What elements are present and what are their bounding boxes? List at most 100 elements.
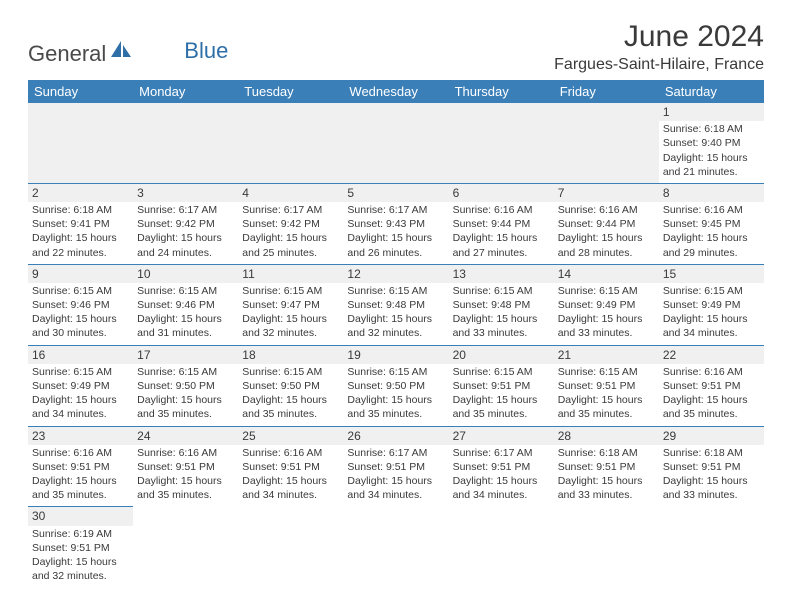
calendar-cell: 14Sunrise: 6:15 AMSunset: 9:49 PMDayligh… <box>554 264 659 345</box>
calendar-cell: 30 Sunrise: 6:19 AMSunset: 9:51 PMDayligh… <box>28 507 133 587</box>
day-number: 11 <box>238 265 343 283</box>
calendar-cell: 2Sunrise: 6:18 AMSunset: 9:41 PMDaylight… <box>28 183 133 264</box>
daylight-line-1: Daylight: 15 hours <box>453 312 550 326</box>
day-info: Sunrise: 6:17 AMSunset: 9:51 PMDaylight:… <box>347 446 444 503</box>
day-info: Sunrise: 6:19 AMSunset: 9:51 PMDaylight:… <box>32 527 129 584</box>
day-info: Sunrise: 6:17 AMSunset: 9:42 PMDaylight:… <box>242 203 339 260</box>
sunrise-line: Sunrise: 6:17 AM <box>453 446 550 460</box>
day-number: 10 <box>133 265 238 283</box>
sunset-line: Sunset: 9:50 PM <box>347 379 444 393</box>
daylight-line-2: and 35 minutes. <box>242 407 339 421</box>
daylight-line-1: Daylight: 15 hours <box>663 231 760 245</box>
sunset-line: Sunset: 9:50 PM <box>242 379 339 393</box>
sunset-line: Sunset: 9:47 PM <box>242 298 339 312</box>
calendar-row: 16Sunrise: 6:15 AMSunset: 9:49 PMDayligh… <box>28 345 764 426</box>
calendar-table: Sunday Monday Tuesday Wednesday Thursday… <box>28 80 764 587</box>
calendar-cell: 11Sunrise: 6:15 AMSunset: 9:47 PMDayligh… <box>238 264 343 345</box>
sunset-line: Sunset: 9:42 PM <box>137 217 234 231</box>
daylight-line-1: Daylight: 15 hours <box>32 474 129 488</box>
day-number: 2 <box>28 184 133 202</box>
daylight-line-1: Daylight: 15 hours <box>242 393 339 407</box>
daylight-line-2: and 32 minutes. <box>32 569 129 583</box>
day-info: Sunrise: 6:18 AMSunset: 9:41 PMDaylight:… <box>32 203 129 260</box>
calendar-cell: 21Sunrise: 6:15 AMSunset: 9:51 PMDayligh… <box>554 345 659 426</box>
sunrise-line: Sunrise: 6:15 AM <box>558 365 655 379</box>
sunrise-line: Sunrise: 6:19 AM <box>32 527 129 541</box>
sunrise-line: Sunrise: 6:16 AM <box>242 446 339 460</box>
sunset-line: Sunset: 9:51 PM <box>347 460 444 474</box>
sunset-line: Sunset: 9:41 PM <box>32 217 129 231</box>
day-info: Sunrise: 6:15 AMSunset: 9:49 PMDaylight:… <box>558 284 655 341</box>
day-number: 13 <box>449 265 554 283</box>
day-number: 7 <box>554 184 659 202</box>
sunset-line: Sunset: 9:45 PM <box>663 217 760 231</box>
day-info: Sunrise: 6:15 AMSunset: 9:46 PMDaylight:… <box>32 284 129 341</box>
daylight-line-1: Daylight: 15 hours <box>663 393 760 407</box>
daylight-line-1: Daylight: 15 hours <box>137 312 234 326</box>
sunrise-line: Sunrise: 6:15 AM <box>347 284 444 298</box>
sunset-line: Sunset: 9:51 PM <box>558 460 655 474</box>
col-saturday: Saturday <box>659 80 764 103</box>
day-info: Sunrise: 6:15 AMSunset: 9:49 PMDaylight:… <box>32 365 129 422</box>
day-info: Sunrise: 6:18 AMSunset: 9:51 PMDaylight:… <box>663 446 760 503</box>
daylight-line-1: Daylight: 15 hours <box>32 555 129 569</box>
calendar-cell: 1Sunrise: 6:18 AMSunset: 9:40 PMDaylight… <box>659 103 764 183</box>
daylight-line-2: and 25 minutes. <box>242 246 339 260</box>
calendar-cell: 26Sunrise: 6:17 AMSunset: 9:51 PMDayligh… <box>343 426 448 507</box>
daylight-line-1: Daylight: 15 hours <box>663 312 760 326</box>
sunset-line: Sunset: 9:44 PM <box>558 217 655 231</box>
day-info: Sunrise: 6:18 AMSunset: 9:40 PMDaylight:… <box>663 122 760 179</box>
daylight-line-1: Daylight: 15 hours <box>663 151 760 165</box>
daylight-line-2: and 35 minutes. <box>137 407 234 421</box>
daylight-line-1: Daylight: 15 hours <box>558 474 655 488</box>
calendar-cell <box>238 507 343 587</box>
col-wednesday: Wednesday <box>343 80 448 103</box>
day-info: Sunrise: 6:17 AMSunset: 9:51 PMDaylight:… <box>453 446 550 503</box>
day-info: Sunrise: 6:17 AMSunset: 9:42 PMDaylight:… <box>137 203 234 260</box>
daylight-line-1: Daylight: 15 hours <box>137 474 234 488</box>
sunset-line: Sunset: 9:43 PM <box>347 217 444 231</box>
day-number: 27 <box>449 427 554 445</box>
sunrise-line: Sunrise: 6:15 AM <box>242 365 339 379</box>
daylight-line-2: and 35 minutes. <box>347 407 444 421</box>
calendar-cell <box>343 507 448 587</box>
daylight-line-2: and 33 minutes. <box>558 326 655 340</box>
calendar-cell <box>133 507 238 587</box>
daylight-line-2: and 29 minutes. <box>663 246 760 260</box>
day-number: 12 <box>343 265 448 283</box>
daylight-line-2: and 26 minutes. <box>347 246 444 260</box>
sunset-line: Sunset: 9:44 PM <box>453 217 550 231</box>
calendar-cell: 8Sunrise: 6:16 AMSunset: 9:45 PMDaylight… <box>659 183 764 264</box>
daylight-line-2: and 22 minutes. <box>32 246 129 260</box>
calendar-cell <box>133 103 238 183</box>
sunrise-line: Sunrise: 6:15 AM <box>137 365 234 379</box>
calendar-cell: 29Sunrise: 6:18 AMSunset: 9:51 PMDayligh… <box>659 426 764 507</box>
sunrise-line: Sunrise: 6:18 AM <box>32 203 129 217</box>
calendar-cell <box>238 103 343 183</box>
col-tuesday: Tuesday <box>238 80 343 103</box>
day-number: 30 <box>28 507 133 525</box>
calendar-cell: 27Sunrise: 6:17 AMSunset: 9:51 PMDayligh… <box>449 426 554 507</box>
calendar-cell: 25Sunrise: 6:16 AMSunset: 9:51 PMDayligh… <box>238 426 343 507</box>
day-number: 17 <box>133 346 238 364</box>
daylight-line-1: Daylight: 15 hours <box>242 231 339 245</box>
sunset-line: Sunset: 9:51 PM <box>558 379 655 393</box>
calendar-cell: 22Sunrise: 6:16 AMSunset: 9:51 PMDayligh… <box>659 345 764 426</box>
sunrise-line: Sunrise: 6:15 AM <box>347 365 444 379</box>
daylight-line-2: and 32 minutes. <box>347 326 444 340</box>
calendar-row: 30 Sunrise: 6:19 AMSunset: 9:51 PMDayligh… <box>28 507 764 587</box>
daylight-line-2: and 35 minutes. <box>137 488 234 502</box>
sunset-line: Sunset: 9:42 PM <box>242 217 339 231</box>
daylight-line-2: and 33 minutes. <box>558 488 655 502</box>
day-number: 21 <box>554 346 659 364</box>
sunrise-line: Sunrise: 6:15 AM <box>32 365 129 379</box>
daylight-line-2: and 35 minutes. <box>558 407 655 421</box>
daylight-line-2: and 30 minutes. <box>32 326 129 340</box>
sunset-line: Sunset: 9:49 PM <box>558 298 655 312</box>
calendar-cell: 23Sunrise: 6:16 AMSunset: 9:51 PMDayligh… <box>28 426 133 507</box>
day-info: Sunrise: 6:15 AMSunset: 9:47 PMDaylight:… <box>242 284 339 341</box>
calendar-cell: 13Sunrise: 6:15 AMSunset: 9:48 PMDayligh… <box>449 264 554 345</box>
day-info: Sunrise: 6:15 AMSunset: 9:46 PMDaylight:… <box>137 284 234 341</box>
sunrise-line: Sunrise: 6:18 AM <box>663 122 760 136</box>
sunset-line: Sunset: 9:51 PM <box>663 379 760 393</box>
